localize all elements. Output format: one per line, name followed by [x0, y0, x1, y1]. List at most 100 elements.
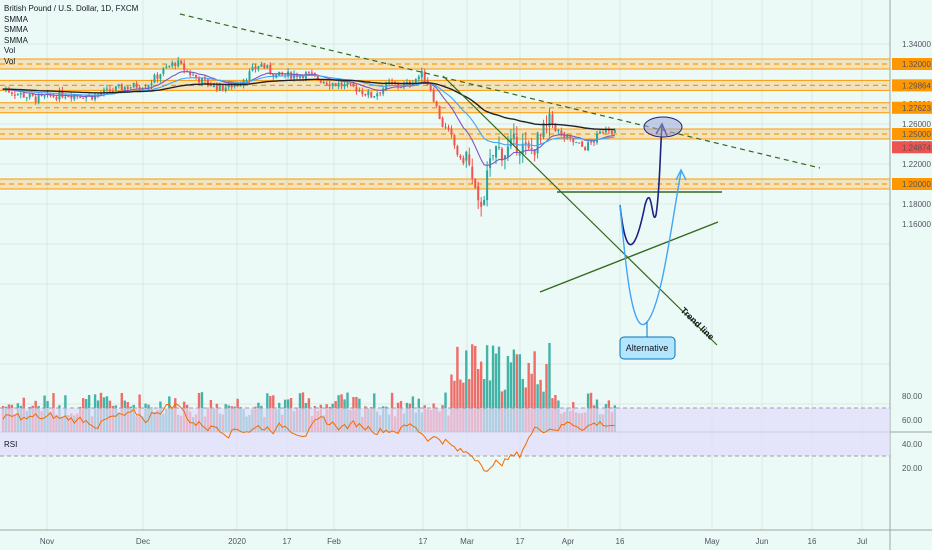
volume-bar	[512, 349, 516, 432]
candle-body	[441, 118, 444, 127]
volume-bar	[450, 374, 453, 432]
candle-body	[126, 86, 129, 90]
candle-body	[610, 130, 613, 134]
candle-body	[539, 134, 542, 136]
candle-body	[310, 72, 313, 74]
candle-body	[337, 83, 340, 87]
candle-body	[7, 89, 10, 93]
price-level-tag	[892, 178, 932, 190]
time-tick-label: 17	[283, 537, 292, 546]
time-tick-label: Nov	[40, 537, 54, 546]
candle-body	[560, 130, 563, 134]
candle-body	[70, 96, 73, 99]
indicator-vol-1[interactable]: Vol	[4, 46, 16, 55]
volume-bar	[515, 354, 519, 432]
time-tick-label: 2020	[228, 537, 246, 546]
candle-body	[248, 71, 251, 81]
candle-body	[64, 96, 67, 98]
time-tick-label: 16	[616, 537, 625, 546]
candle-body	[43, 95, 46, 97]
candle-body	[438, 105, 441, 120]
candle-body	[346, 82, 349, 85]
candle-body	[474, 178, 477, 188]
time-tick-label: Dec	[136, 537, 150, 546]
candle-body	[319, 80, 322, 83]
price-level-tag	[892, 58, 932, 70]
candle-body	[174, 63, 177, 66]
candle-body	[450, 128, 453, 135]
candle-body	[480, 201, 483, 207]
volume-bar	[488, 380, 492, 432]
candle-body	[236, 84, 239, 87]
price-level-tag	[892, 101, 932, 114]
candle-body	[111, 90, 114, 92]
indicator-smma-3[interactable]: SMMA	[4, 35, 28, 45]
candle-body	[349, 83, 352, 85]
volume-bar	[539, 379, 542, 432]
candle-body	[423, 71, 426, 82]
candle-body	[34, 96, 37, 103]
price-level-tag	[892, 128, 932, 140]
price-axis: 1.340001.300001.280001.260001.240001.220…	[892, 40, 932, 229]
candle-body	[548, 113, 551, 127]
candle-body	[429, 84, 432, 91]
candle-body	[67, 96, 70, 98]
candle-body	[343, 83, 346, 87]
candle-body	[257, 66, 260, 69]
candle-body	[180, 60, 183, 64]
candle-body	[435, 101, 438, 107]
candle-body	[150, 83, 153, 86]
candle-body	[200, 77, 203, 83]
candle-body	[584, 147, 587, 151]
price-level-tag-label: 1.32000	[902, 60, 931, 69]
time-tick-label: Feb	[327, 537, 341, 546]
time-tick-label: Apr	[562, 537, 575, 546]
candle-body	[129, 87, 132, 89]
candle-body	[414, 79, 417, 84]
indicator-smma-2[interactable]: SMMA	[4, 25, 28, 34]
last-price-label: 1.24874	[902, 143, 931, 152]
rsi-tick-label: 60.00	[902, 416, 923, 425]
volume-bar	[518, 354, 521, 432]
candle-body	[533, 149, 536, 155]
candle-body	[399, 87, 402, 89]
candle-body	[37, 94, 40, 103]
indicator-vol-2[interactable]: Vol	[4, 56, 16, 66]
candle-body	[500, 148, 503, 161]
candle-body	[483, 199, 486, 206]
candle-body	[542, 123, 545, 138]
candle-body	[40, 95, 43, 97]
candle-body	[120, 84, 123, 91]
candle-body	[331, 83, 334, 86]
candle-body	[521, 143, 524, 155]
candle-body	[301, 75, 304, 79]
candle-body	[266, 65, 269, 68]
candle-body	[572, 138, 575, 143]
price-level-tag	[892, 79, 932, 92]
candle-body	[165, 66, 168, 68]
volume-bar	[479, 361, 483, 432]
candle-body	[13, 94, 16, 96]
volume-bar	[494, 353, 498, 432]
dashed-long-trend-line	[179, 13, 821, 169]
time-tick-label: 17	[419, 537, 428, 546]
candle-body	[376, 93, 379, 97]
rsi-title[interactable]: RSI	[4, 440, 18, 449]
candle-body	[94, 94, 97, 100]
time-tick-label: Jun	[756, 537, 769, 546]
candle-body	[358, 90, 361, 92]
candle-body	[364, 93, 367, 96]
candle-body	[123, 87, 126, 92]
candle-body	[367, 91, 370, 96]
candle-body	[159, 74, 162, 80]
candle-body	[373, 96, 376, 98]
candle-body	[355, 87, 358, 92]
candle-body	[459, 155, 462, 158]
volume-bar	[471, 344, 474, 432]
candle-body	[394, 81, 397, 84]
candle-body	[117, 84, 120, 86]
symbol-title[interactable]: British Pound / U.S. Dollar, 1D, FXCM	[4, 4, 139, 13]
indicator-smma-1[interactable]: SMMA	[4, 14, 28, 24]
candle-body	[447, 127, 450, 129]
